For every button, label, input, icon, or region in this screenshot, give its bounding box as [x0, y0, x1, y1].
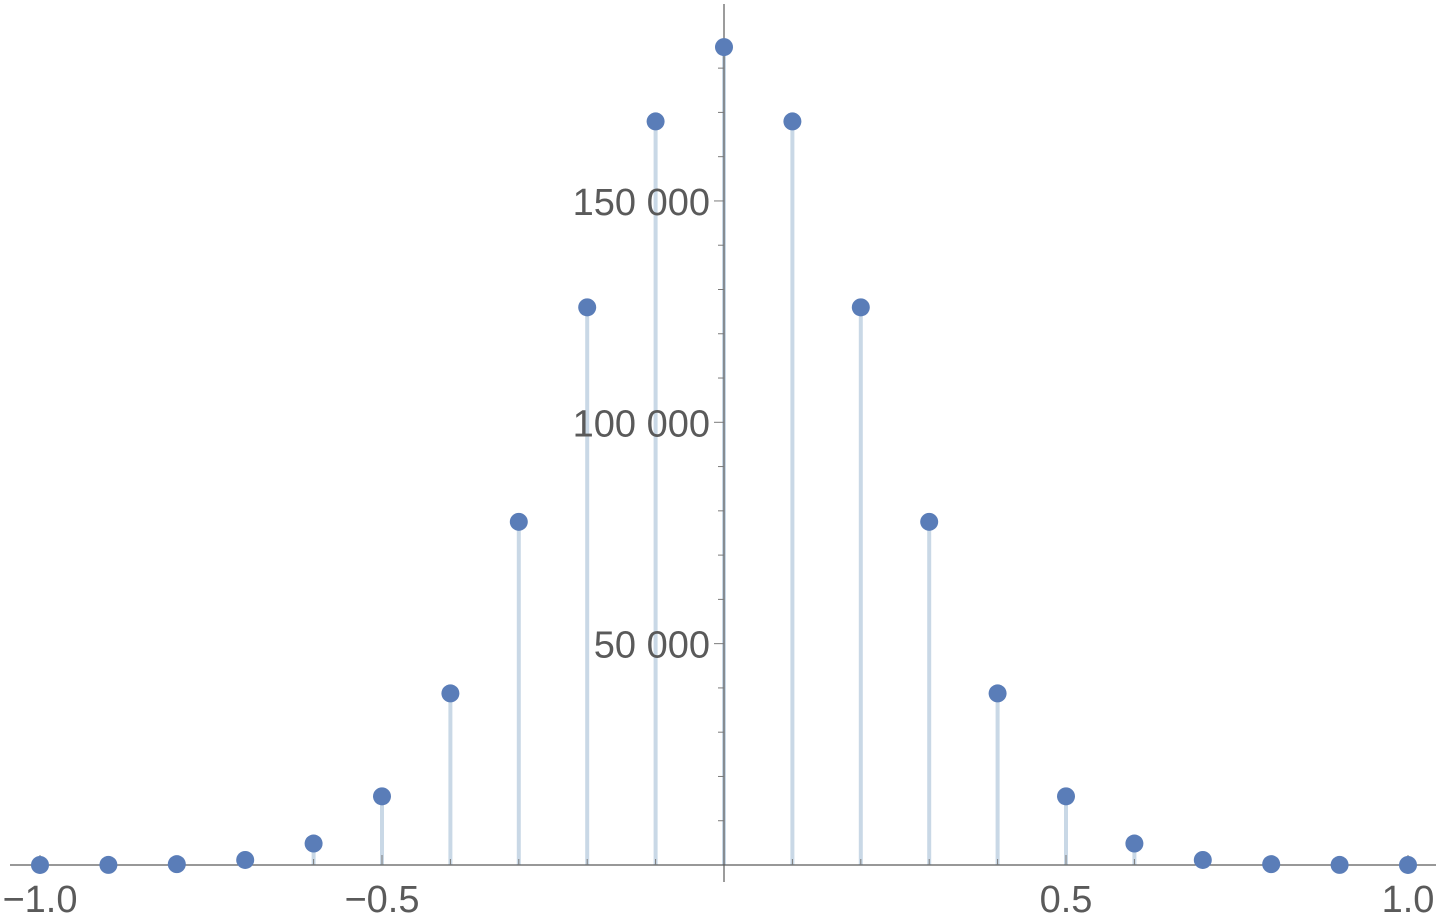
data-point — [1330, 855, 1349, 874]
data-points — [31, 38, 1417, 874]
data-point — [1193, 850, 1212, 869]
data-point — [31, 855, 49, 874]
data-point — [236, 850, 255, 869]
data-point — [646, 112, 665, 131]
y-tick-label: 150 000 — [573, 182, 710, 224]
data-point — [304, 834, 323, 853]
data-point — [1057, 787, 1075, 806]
y-tick-labels: 50 000 100 000 150 000 — [573, 182, 710, 667]
data-point — [1399, 855, 1417, 874]
y-tick-label: 100 000 — [573, 403, 710, 445]
data-point — [99, 855, 118, 874]
x-tick-labels: −1.0 −0.5 0.5 1.0 — [2, 879, 1434, 921]
x-tick-label: 1.0 — [1382, 879, 1435, 921]
x-tick-label: −0.5 — [344, 879, 419, 921]
data-point — [1125, 834, 1144, 853]
data-point — [578, 298, 597, 317]
stem-lines — [243, 47, 1205, 865]
data-point — [373, 787, 391, 806]
data-point — [441, 684, 460, 703]
data-point — [920, 512, 939, 531]
x-tick-label: 0.5 — [1040, 879, 1093, 921]
data-point — [715, 38, 733, 57]
data-point — [783, 112, 802, 131]
data-point — [509, 512, 528, 531]
x-tick-label: −1.0 — [2, 879, 77, 921]
data-point — [167, 855, 186, 874]
data-point — [988, 684, 1007, 703]
data-point — [1262, 855, 1281, 874]
data-point — [851, 298, 870, 317]
y-tick-label: 50 000 — [594, 625, 710, 667]
